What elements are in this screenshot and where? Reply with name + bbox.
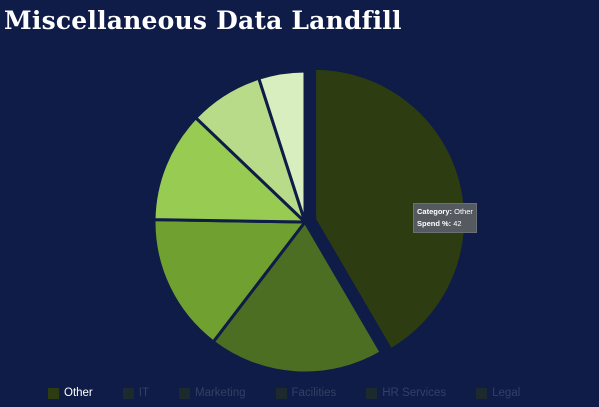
legend-swatch xyxy=(48,387,59,399)
legend-item-hr-services[interactable]: HR Services xyxy=(366,387,446,399)
pie-slice-legal[interactable] xyxy=(257,69,307,224)
legend-swatch xyxy=(275,387,287,399)
legend-item-it[interactable]: IT xyxy=(122,387,149,399)
legend-label: HR Services xyxy=(382,387,447,399)
legend-swatch xyxy=(122,387,134,399)
tooltip-value-label: Spend %: xyxy=(417,219,452,228)
legend-swatch xyxy=(366,387,378,399)
legend-label: Facilities xyxy=(291,387,337,399)
pie-slice-it[interactable] xyxy=(152,116,307,224)
chart-title: Miscellaneous Data Landfill xyxy=(4,6,402,35)
tooltip-category-value: Other xyxy=(454,207,473,216)
pie-slice-facilities[interactable] xyxy=(211,220,383,375)
legend-item-facilities[interactable]: Facilities xyxy=(275,387,337,399)
tooltip-category-row: Category: Other xyxy=(417,206,473,218)
chart-tooltip: Category: Other Spend %: 42 xyxy=(413,203,477,233)
pie-slice-other[interactable] xyxy=(313,66,468,352)
tooltip-value-row: Spend %: 42 xyxy=(417,218,473,230)
tooltip-value-value: 42 xyxy=(453,219,462,228)
legend-item-marketing[interactable]: Marketing xyxy=(179,387,246,399)
tooltip-category-label: Category: xyxy=(417,207,453,216)
legend-label: Legal xyxy=(492,387,521,399)
chart-legend: Other IT Marketing Facilities HR Services Leg… xyxy=(48,385,550,401)
pie-slice-marketing[interactable] xyxy=(152,218,307,344)
legend-label: Other xyxy=(64,387,93,399)
legend-swatch xyxy=(476,387,488,399)
legend-label: Marketing xyxy=(195,387,246,399)
legend-swatch xyxy=(179,387,190,399)
legend-label: IT xyxy=(138,387,149,399)
legend-item-other[interactable]: Other xyxy=(48,387,93,399)
legend-item-legal[interactable]: Legal xyxy=(476,387,520,399)
